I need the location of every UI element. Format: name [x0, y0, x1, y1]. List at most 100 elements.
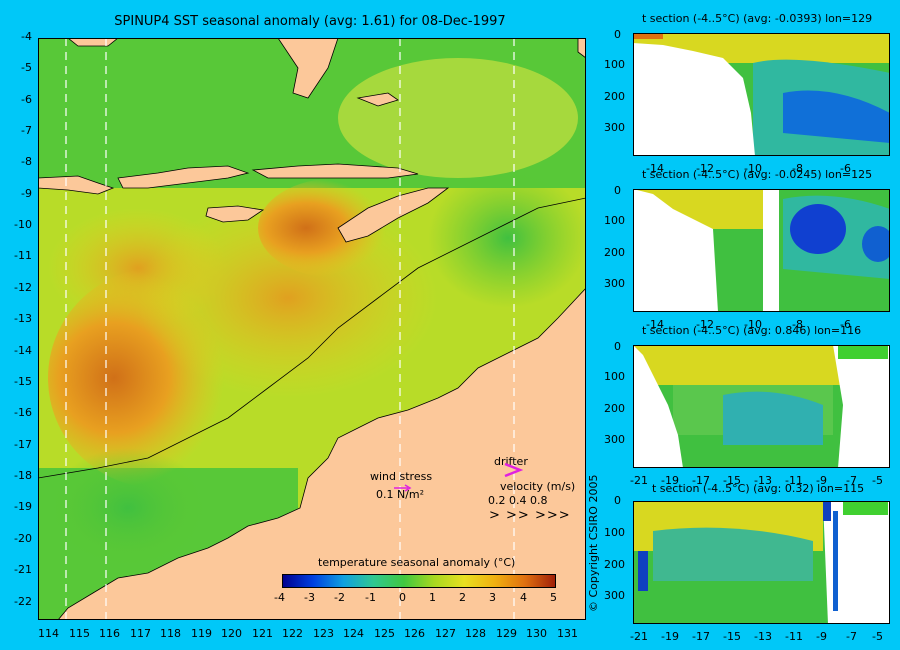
lon-tick: 118 [160, 627, 181, 640]
colorbar-ticks: -4 -3 -2 -1 0 1 2 3 4 5 [274, 591, 564, 605]
section-plot-lon115[interactable] [633, 501, 890, 624]
lat-tick: -7 [21, 124, 32, 137]
depth-contour [38, 197, 586, 479]
lat-tick: -10 [14, 218, 32, 231]
lon-tick: 121 [252, 627, 273, 640]
section-x-tick: -17 [692, 474, 710, 487]
lat-tick: -6 [21, 93, 32, 106]
colorbar-tick: 4 [520, 591, 527, 604]
section-plot-lon129[interactable] [633, 33, 890, 156]
section-plot-lon125[interactable] [633, 189, 890, 312]
section-x-tick: -5 [872, 630, 883, 643]
lat-tick: -5 [21, 61, 32, 74]
lat-tick: -22 [14, 595, 32, 608]
lon-tick: 117 [130, 627, 151, 640]
drifter-arrow-icon [504, 462, 523, 478]
lat-tick: -17 [14, 438, 32, 451]
velocity-arrows: > >> >>> [489, 508, 571, 523]
section-y-tick: 300 [604, 121, 625, 134]
colorbar-tick: 5 [550, 591, 557, 604]
colorbar-tick: -1 [365, 591, 376, 604]
section-y-tick: 100 [604, 58, 625, 71]
lon-tick: 124 [343, 627, 364, 640]
wind-stress-label: wind stress [370, 470, 433, 483]
lon-axis: 114 115 116 117 118 119 120 121 122 123 … [30, 627, 590, 643]
colorbar-tick: 3 [489, 591, 496, 604]
section-x-tick: -11 [785, 630, 803, 643]
section-x-tick: -9 [816, 474, 827, 487]
section-x-tick: -13 [754, 474, 772, 487]
section-y-tick: 0 [614, 184, 621, 197]
lon-tick: 114 [38, 627, 59, 640]
section-x-tick: -6 [840, 162, 851, 175]
wind-stress-arrow-icon [394, 484, 412, 492]
section-y-tick: 0 [614, 28, 621, 41]
section-x-tick: -9 [816, 630, 827, 643]
land [38, 38, 586, 620]
section-title: t section (-4..5°C) (avg: 0.846) lon=116 [642, 324, 862, 337]
section-x-tick: -15 [723, 474, 741, 487]
lat-tick: -4 [21, 30, 32, 43]
lon-tick: 125 [374, 627, 395, 640]
section-title: t section (-4..5°C) (avg: -0.0245) lon=1… [642, 168, 873, 181]
section-x-tick: -10 [744, 318, 762, 331]
wind-stress-scale: 0.1 N/m² [376, 488, 425, 501]
lon-tick: 116 [99, 627, 120, 640]
section-x-tick: -19 [661, 474, 679, 487]
colorbar-tick: 2 [459, 591, 466, 604]
section-y-tick: 100 [604, 214, 625, 227]
lat-tick: -16 [14, 406, 32, 419]
section-x-tick: -6 [840, 318, 851, 331]
section-x-tick: -17 [692, 630, 710, 643]
main-map[interactable] [38, 38, 586, 620]
section-y-tick: 200 [604, 558, 625, 571]
colorbar-title: temperature seasonal anomaly (°C) [318, 556, 516, 569]
colorbar-tick: 0 [399, 591, 406, 604]
colorbar-tick: -4 [274, 591, 285, 604]
section-x-tick: -7 [846, 630, 857, 643]
section-y-tick: 100 [604, 370, 625, 383]
lat-tick: -12 [14, 281, 32, 294]
velocity-scale: 0.2 0.4 0.8 [488, 494, 548, 507]
lon-tick: 131 [557, 627, 578, 640]
section-x-tick: -10 [744, 162, 762, 175]
copyright: © Copyright CSIRO 2005 [587, 474, 600, 612]
section-x-tick: -19 [661, 630, 679, 643]
lon-tick: 115 [69, 627, 90, 640]
section-x-tick: -11 [785, 474, 803, 487]
section-x-tick: -12 [696, 318, 714, 331]
section-x-tick: -8 [792, 162, 803, 175]
lat-tick: -13 [14, 312, 32, 325]
lon-tick: 129 [496, 627, 517, 640]
lat-axis: -4 -5 -6 -7 -8 -9 -10 -11 -12 -13 -14 -1… [0, 30, 36, 620]
section-y-tick: 100 [604, 526, 625, 539]
lon-tick: 122 [282, 627, 303, 640]
section-x-tick: -12 [696, 162, 714, 175]
section-y-tick: 200 [604, 246, 625, 259]
section-x-tick: -15 [723, 630, 741, 643]
section-title: t section (-4..5°C) (avg: 0.32) lon=115 [652, 482, 865, 495]
lon-tick: 123 [313, 627, 334, 640]
section-y-tick: 300 [604, 433, 625, 446]
lon-tick: 128 [465, 627, 486, 640]
lon-tick: 119 [191, 627, 212, 640]
section-x-tick: -8 [792, 318, 803, 331]
lat-tick: -11 [14, 249, 32, 262]
main-map-title: SPINUP4 SST seasonal anomaly (avg: 1.61)… [114, 14, 506, 29]
lon-tick: 130 [526, 627, 547, 640]
section-plot-lon116[interactable] [633, 345, 890, 468]
section-x-tick: -21 [630, 474, 648, 487]
lat-tick: -20 [14, 532, 32, 545]
lon-tick: 126 [404, 627, 425, 640]
section-y-tick: 300 [604, 277, 625, 290]
section-x-tick: -7 [846, 474, 857, 487]
section-y-tick: 200 [604, 402, 625, 415]
drifter-label: drifter [494, 455, 528, 468]
section-x-tick: -14 [646, 318, 664, 331]
section-x-tick: -13 [754, 630, 772, 643]
lat-tick: -14 [14, 344, 32, 357]
lon-tick: 120 [221, 627, 242, 640]
colorbar-tick: 1 [429, 591, 436, 604]
section-y-tick: 0 [614, 340, 621, 353]
lon-tick: 127 [435, 627, 456, 640]
